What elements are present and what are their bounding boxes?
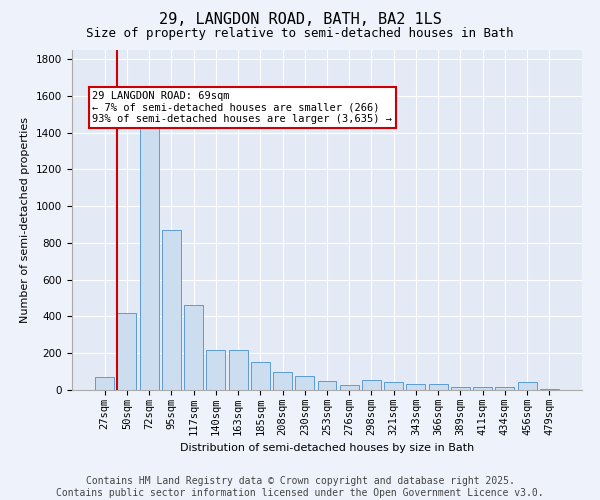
Bar — [362, 380, 381, 390]
Text: Size of property relative to semi-detached houses in Bath: Size of property relative to semi-detach… — [86, 28, 514, 40]
Text: 29 LANGDON ROAD: 69sqm
← 7% of semi-detached houses are smaller (266)
93% of sem: 29 LANGDON ROAD: 69sqm ← 7% of semi-deta… — [92, 91, 392, 124]
Text: Contains HM Land Registry data © Crown copyright and database right 2025.
Contai: Contains HM Land Registry data © Crown c… — [56, 476, 544, 498]
Bar — [273, 372, 292, 390]
Bar — [451, 387, 470, 390]
Bar — [184, 306, 203, 390]
Bar — [473, 387, 492, 390]
Bar — [118, 313, 136, 390]
Bar — [518, 382, 536, 390]
Bar — [384, 382, 403, 390]
Bar — [251, 362, 270, 390]
Bar — [295, 376, 314, 390]
Y-axis label: Number of semi-detached properties: Number of semi-detached properties — [20, 117, 31, 323]
Bar — [340, 386, 359, 390]
Bar — [429, 384, 448, 390]
Bar — [206, 350, 225, 390]
Bar — [317, 381, 337, 390]
Bar — [406, 384, 425, 390]
Bar — [496, 387, 514, 390]
Bar — [540, 388, 559, 390]
Bar — [95, 377, 114, 390]
Bar — [162, 230, 181, 390]
Bar — [140, 126, 158, 390]
Text: 29, LANGDON ROAD, BATH, BA2 1LS: 29, LANGDON ROAD, BATH, BA2 1LS — [158, 12, 442, 28]
X-axis label: Distribution of semi-detached houses by size in Bath: Distribution of semi-detached houses by … — [180, 444, 474, 454]
Bar — [229, 350, 248, 390]
